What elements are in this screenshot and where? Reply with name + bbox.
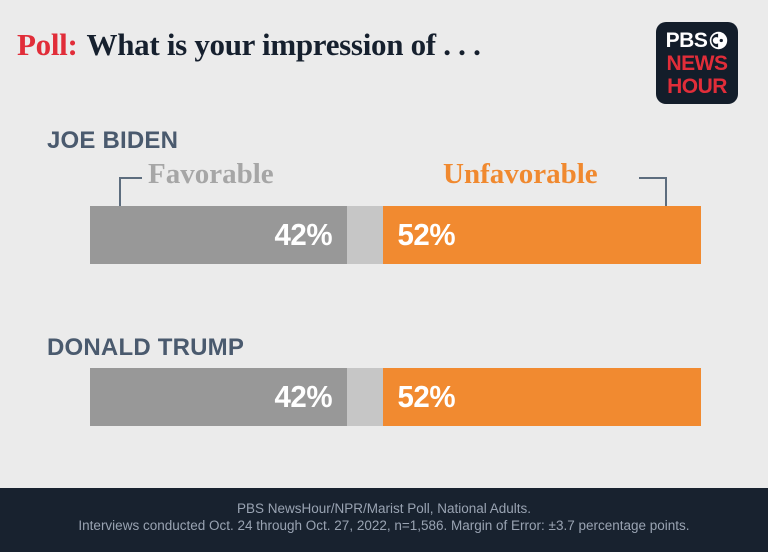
page-title: Poll: What is your impression of . . . xyxy=(17,27,481,63)
bar-gap-biden xyxy=(346,206,384,264)
pbs-newshour-logo: PBS NEWS HOUR xyxy=(656,22,738,104)
poll-prefix: Poll: xyxy=(17,27,78,62)
footer-line-1: PBS NewsHour/NPR/Marist Poll, National A… xyxy=(236,501,532,516)
logo-news-text: NEWS xyxy=(666,51,729,75)
bar-favorable-biden: 42% xyxy=(90,206,347,264)
logo-pbs-text: PBS xyxy=(665,28,708,52)
title-text: What is your impression of . . . xyxy=(86,27,481,62)
logo-row-pbs: PBS xyxy=(666,30,729,51)
pbs-head-icon xyxy=(709,31,728,50)
footer-line-2: Interviews conducted Oct. 24 through Oct… xyxy=(78,518,690,533)
bar-value-unfavorable-trump: 52% xyxy=(397,379,456,414)
favorable-connector-line xyxy=(119,177,142,206)
bar-row-trump: 42% 52% xyxy=(90,368,701,426)
bar-gap-trump xyxy=(346,368,384,426)
legend-favorable-label: Favorable xyxy=(148,158,274,190)
bar-unfavorable-trump: 52% xyxy=(383,368,701,426)
person-heading-biden: JOE BIDEN xyxy=(47,127,179,154)
bar-value-favorable-biden: 42% xyxy=(274,217,333,252)
bar-unfavorable-biden: 52% xyxy=(383,206,701,264)
bar-favorable-trump: 42% xyxy=(90,368,347,426)
bar-row-biden: 42% 52% xyxy=(90,206,701,264)
footer-source-band: PBS NewsHour/NPR/Marist Poll, National A… xyxy=(0,488,768,552)
bar-value-favorable-trump: 42% xyxy=(274,379,333,414)
logo-hour-text: HOUR xyxy=(667,74,727,98)
person-heading-trump: DONALD TRUMP xyxy=(47,334,245,361)
legend-unfavorable-label: Unfavorable xyxy=(443,158,598,190)
bar-value-unfavorable-biden: 52% xyxy=(397,217,456,252)
unfavorable-connector-line xyxy=(639,177,667,206)
